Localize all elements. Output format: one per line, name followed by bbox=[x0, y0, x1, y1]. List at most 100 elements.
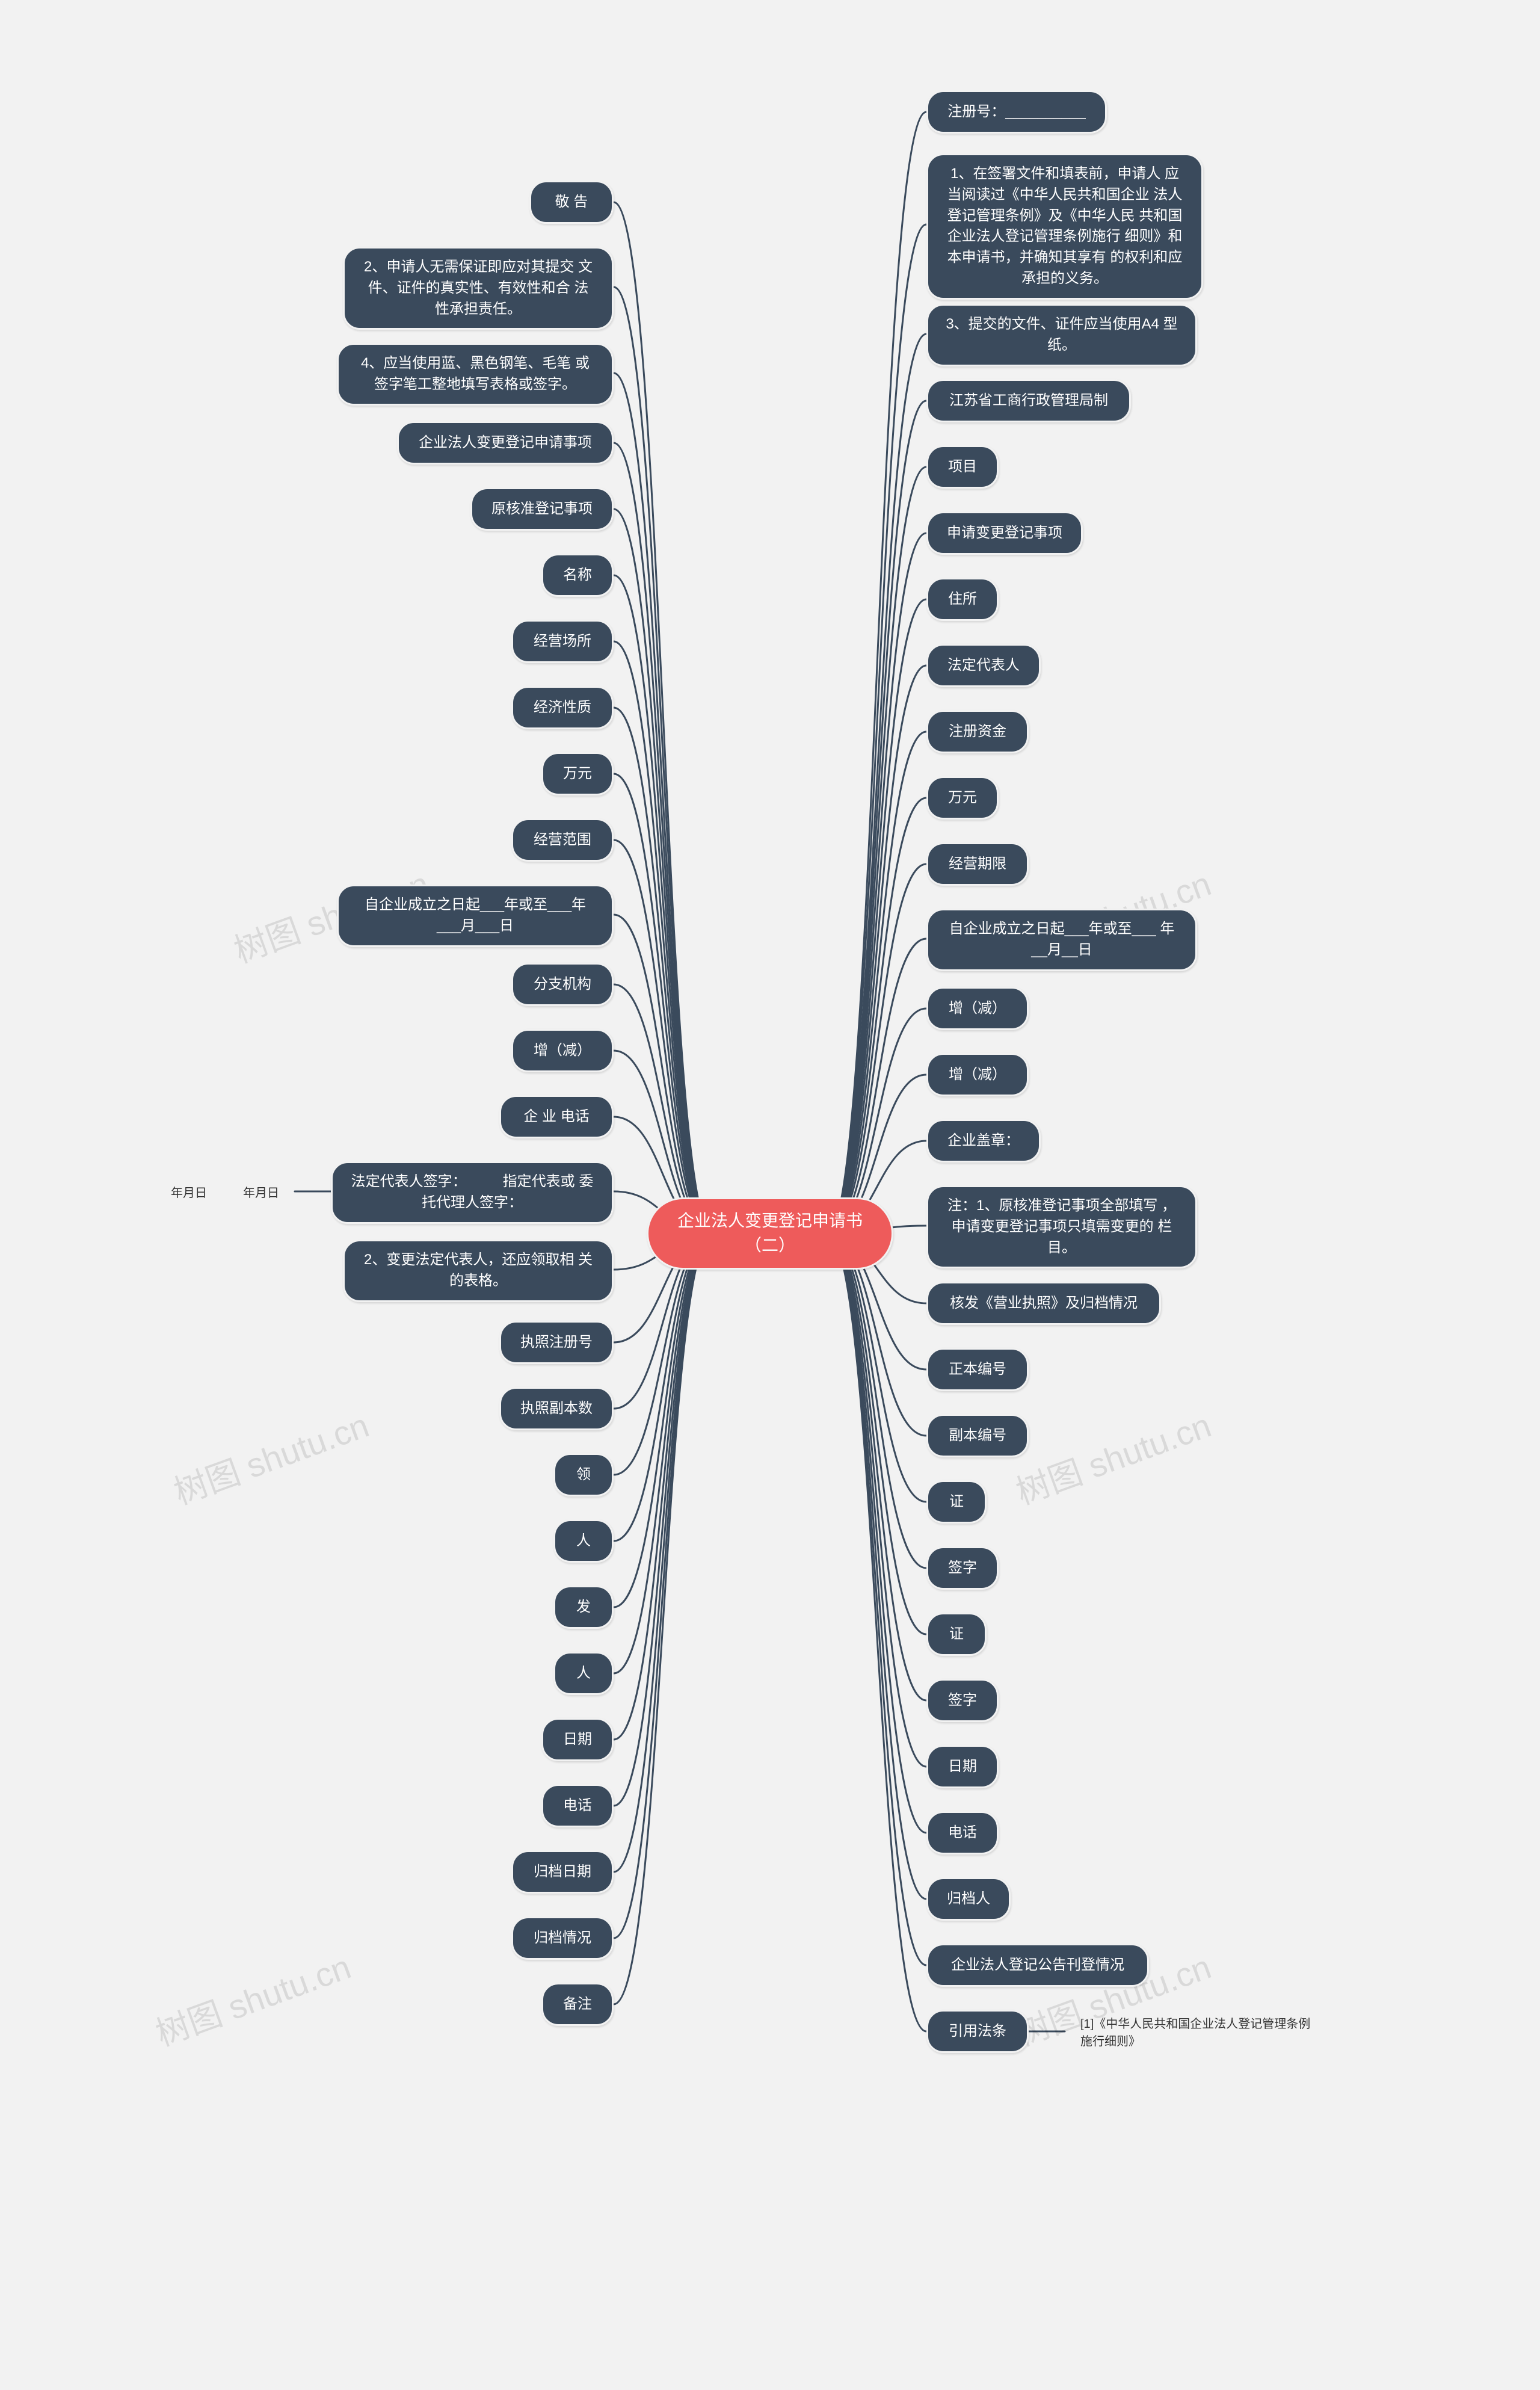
right-node-2: 3、提交的文件、证件应当使用A4 型纸。 bbox=[926, 304, 1197, 366]
left-node-16: 执照注册号 bbox=[499, 1321, 614, 1364]
right-node-25-label: 归档人 bbox=[947, 1889, 990, 1910]
left-node-13-label: 企 业 电话 bbox=[523, 1107, 589, 1128]
left-node-12: 增（减） bbox=[511, 1029, 614, 1072]
left-node-6-label: 经营场所 bbox=[534, 631, 591, 652]
right-node-14: 企业盖章： bbox=[926, 1119, 1041, 1163]
right-node-21-label: 证 bbox=[949, 1624, 964, 1645]
center-node: 企业法人变更登记申请书 （二） bbox=[647, 1197, 893, 1270]
left-node-21-label: 人 bbox=[576, 1663, 591, 1684]
right-node-6: 住所 bbox=[926, 578, 999, 621]
right-node-5: 申请变更登记事项 bbox=[926, 511, 1083, 555]
left-node-20: 发 bbox=[553, 1586, 614, 1629]
left-node-10: 自企业成立之日起___年或至___年 ___月___日 bbox=[337, 885, 614, 947]
right-node-19-label: 证 bbox=[949, 1492, 964, 1513]
right-node-20-label: 签字 bbox=[948, 1558, 977, 1579]
left-node-1-label: 2、申请人无需保证即应对其提交 文件、证件的真实性、有效性和合 法性承担责任。 bbox=[362, 257, 595, 320]
right-node-5-label: 申请变更登记事项 bbox=[947, 523, 1062, 544]
left-node-24-label: 归档日期 bbox=[534, 1862, 591, 1883]
right-node-3: 江苏省工商行政管理局制 bbox=[926, 379, 1131, 422]
right-node-27-label: 引用法条 bbox=[949, 2021, 1006, 2042]
left-node-20-label: 发 bbox=[576, 1597, 591, 1618]
right-node-7: 法定代表人 bbox=[926, 644, 1041, 687]
right-node-21: 证 bbox=[926, 1613, 987, 1656]
left-node-5: 名称 bbox=[541, 554, 614, 597]
right-node-0-label: 注册号：__________ bbox=[947, 102, 1085, 123]
left-node-24: 归档日期 bbox=[511, 1850, 614, 1894]
right-node-12-label: 增（减） bbox=[949, 998, 1006, 1019]
right-node-4-label: 项目 bbox=[948, 457, 977, 478]
left-node-13: 企 业 电话 bbox=[499, 1095, 614, 1138]
left-node-3-label: 企业法人变更登记申请事项 bbox=[419, 433, 592, 454]
watermark: 树图 shutu.cn bbox=[166, 1398, 375, 1514]
left-node-11: 分支机构 bbox=[511, 963, 614, 1006]
left-node-18: 领 bbox=[553, 1453, 614, 1496]
left-node-0: 敬 告 bbox=[529, 181, 614, 224]
right-node-0: 注册号：__________ bbox=[926, 90, 1107, 134]
left-node-2: 4、应当使用蓝、黑色钢笔、毛笔 或签字笔工整地填写表格或签字。 bbox=[337, 343, 614, 406]
right-node-23: 日期 bbox=[926, 1745, 999, 1788]
left-node-7-label: 经济性质 bbox=[534, 697, 591, 718]
left-node-15-label: 2、变更法定代表人，还应领取相 关的表格。 bbox=[362, 1250, 595, 1292]
right-node-18: 副本编号 bbox=[926, 1414, 1029, 1457]
right-node-23-label: 日期 bbox=[948, 1756, 977, 1777]
left-node-16-label: 执照注册号 bbox=[520, 1332, 593, 1353]
left-subnode-14: 年月日 年月日 bbox=[171, 1183, 279, 1200]
right-node-26: 企业法人登记公告刊登情况 bbox=[926, 1944, 1149, 1987]
left-node-26-label: 备注 bbox=[563, 1994, 592, 2015]
right-node-9: 万元 bbox=[926, 776, 999, 820]
right-node-26-label: 企业法人登记公告刊登情况 bbox=[951, 1955, 1124, 1976]
left-node-22-label: 日期 bbox=[563, 1729, 592, 1750]
right-node-15-label: 注：1、原核准登记事项全部填写 ，申请变更登记事项只填需变更的 栏目。 bbox=[945, 1196, 1178, 1258]
right-node-1-label: 1、在签署文件和填表前，申请人 应当阅读过《中华人民共和国企业 法人登记管理条例… bbox=[945, 164, 1184, 289]
right-node-6-label: 住所 bbox=[948, 589, 977, 610]
right-node-9-label: 万元 bbox=[948, 788, 977, 809]
right-subnode-27: [1]《中华人民共和国企业法人登记管理条例 施行细则》 bbox=[1080, 2014, 1310, 2049]
center-node-label: 企业法人变更登记申请书 （二） bbox=[665, 1209, 875, 1258]
left-node-5-label: 名称 bbox=[563, 565, 592, 586]
right-node-17: 正本编号 bbox=[926, 1348, 1029, 1391]
right-node-20: 签字 bbox=[926, 1546, 999, 1590]
left-node-8-label: 万元 bbox=[563, 764, 592, 785]
left-node-26: 备注 bbox=[541, 1983, 614, 2026]
right-node-14-label: 企业盖章： bbox=[947, 1131, 1020, 1152]
right-node-24-label: 电话 bbox=[948, 1823, 977, 1844]
left-node-3: 企业法人变更登记申请事项 bbox=[397, 421, 614, 465]
right-node-22: 签字 bbox=[926, 1679, 999, 1722]
left-node-1: 2、申请人无需保证即应对其提交 文件、证件的真实性、有效性和合 法性承担责任。 bbox=[343, 247, 614, 330]
left-node-11-label: 分支机构 bbox=[534, 974, 591, 995]
left-node-7: 经济性质 bbox=[511, 686, 614, 729]
left-node-17: 执照副本数 bbox=[499, 1387, 614, 1430]
right-node-11-label: 自企业成立之日起___年或至___ 年__月__日 bbox=[945, 919, 1178, 961]
right-node-18-label: 副本编号 bbox=[949, 1425, 1006, 1447]
right-node-3-label: 江苏省工商行政管理局制 bbox=[949, 391, 1108, 412]
left-node-21: 人 bbox=[553, 1652, 614, 1695]
right-node-10-label: 经营期限 bbox=[949, 854, 1006, 875]
left-node-0-label: 敬 告 bbox=[555, 192, 588, 213]
watermark: 树图 shutu.cn bbox=[1008, 1398, 1217, 1514]
left-node-2-label: 4、应当使用蓝、黑色钢笔、毛笔 或签字笔工整地填写表格或签字。 bbox=[356, 353, 595, 395]
left-node-25: 归档情况 bbox=[511, 1916, 614, 1960]
left-node-19-label: 人 bbox=[576, 1531, 591, 1552]
right-node-8: 注册资金 bbox=[926, 710, 1029, 753]
mindmap-canvas: 树图 shutu.cn树图 shutu.cn树图 shutu.cn树图 shut… bbox=[0, 0, 1540, 2390]
left-node-9: 经营范围 bbox=[511, 818, 614, 862]
left-node-19: 人 bbox=[553, 1519, 614, 1563]
right-node-15: 注：1、原核准登记事项全部填写 ，申请变更登记事项只填需变更的 栏目。 bbox=[926, 1185, 1197, 1268]
watermark: 树图 shutu.cn bbox=[148, 1940, 357, 2055]
left-node-23: 电话 bbox=[541, 1784, 614, 1827]
right-node-16-label: 核发《营业执照》及归档情况 bbox=[950, 1293, 1138, 1314]
right-node-13-label: 增（减） bbox=[949, 1064, 1006, 1085]
right-node-8-label: 注册资金 bbox=[949, 721, 1006, 743]
right-node-7-label: 法定代表人 bbox=[947, 655, 1020, 676]
left-node-10-label: 自企业成立之日起___年或至___年 ___月___日 bbox=[356, 895, 595, 937]
left-node-23-label: 电话 bbox=[563, 1796, 592, 1817]
right-node-27: 引用法条 bbox=[926, 2010, 1029, 2053]
left-node-4-label: 原核准登记事项 bbox=[491, 499, 593, 520]
right-node-11: 自企业成立之日起___年或至___ 年__月__日 bbox=[926, 909, 1197, 971]
left-node-15: 2、变更法定代表人，还应领取相 关的表格。 bbox=[343, 1240, 614, 1302]
left-node-18-label: 领 bbox=[576, 1465, 591, 1486]
right-node-25: 归档人 bbox=[926, 1877, 1011, 1921]
right-node-17-label: 正本编号 bbox=[949, 1359, 1006, 1380]
left-node-4: 原核准登记事项 bbox=[470, 487, 614, 531]
left-node-22: 日期 bbox=[541, 1718, 614, 1761]
